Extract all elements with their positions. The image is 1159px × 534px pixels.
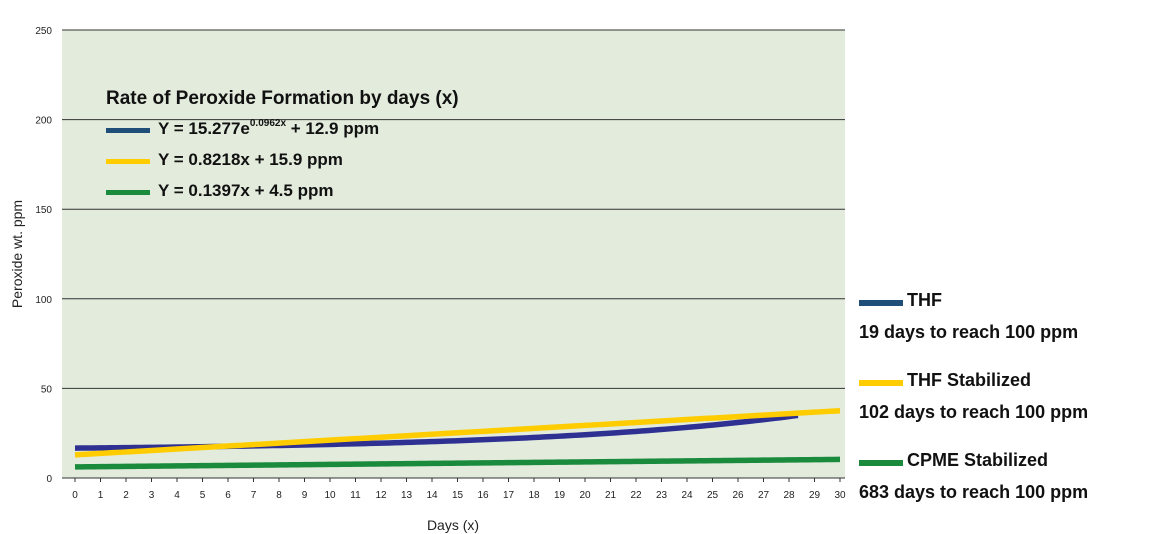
legend-series-note: 683 days to reach 100 ppm — [859, 482, 1088, 502]
x-tick-label: 20 — [579, 490, 591, 501]
x-tick-label: 1 — [98, 490, 104, 501]
x-tick-label: 4 — [174, 490, 180, 501]
inset-title: Rate of Peroxide Formation by days (x) — [106, 88, 459, 109]
y-tick-label: 100 — [35, 295, 52, 306]
y-tick-label: 150 — [35, 205, 52, 216]
x-tick-label: 11 — [350, 490, 361, 501]
x-tick-label: 0 — [72, 490, 78, 501]
series-lines — [74, 407, 841, 470]
x-tick-label: 14 — [426, 490, 438, 501]
y-tick-label: 0 — [46, 474, 52, 485]
x-tick-label: 13 — [401, 490, 413, 501]
x-tick-label: 23 — [656, 490, 668, 501]
x-tick-label: 21 — [605, 490, 617, 501]
x-tick-label: 12 — [375, 490, 387, 501]
y-tick-labels: 0 50 100 150 200 250 — [35, 26, 52, 485]
x-tick-label: 8 — [276, 490, 282, 501]
formula-swatch — [106, 128, 150, 133]
y-tick-label: 250 — [35, 26, 52, 37]
legend-series-name: CPME Stabilized — [907, 450, 1048, 470]
legend-swatch — [859, 380, 903, 386]
x-tick-label: 28 — [783, 490, 795, 501]
x-tick-label: 18 — [528, 490, 540, 501]
x-tick-label: 24 — [681, 490, 693, 501]
legend-swatch — [859, 460, 903, 466]
x-tick-labels: 0 1 2 3 4 5 6 7 8 9 10 11 12 13 14 15 16 17 18 19 20 21 22 23 24… — [72, 478, 846, 501]
x-tick-label: 3 — [149, 490, 155, 501]
formula-text: Y = 15.277e0.0962x + 12.9 ppm — [158, 118, 379, 138]
x-tick-label: 27 — [758, 490, 770, 501]
x-tick-label: 29 — [809, 490, 821, 501]
formula-text: Y = 0.8218x + 15.9 ppm — [158, 150, 343, 169]
legend: THF 19 days to reach 100 ppm THF Stabilize… — [859, 290, 1088, 502]
y-tick-label: 200 — [35, 116, 52, 127]
grid-lines — [62, 29, 845, 389]
x-tick-label: 2 — [123, 490, 129, 501]
x-tick-label: 5 — [200, 490, 206, 501]
x-tick-label: 26 — [732, 490, 744, 501]
x-tick-label: 30 — [834, 490, 846, 501]
formula-swatch — [106, 190, 150, 195]
x-tick-label: 9 — [302, 490, 308, 501]
formula-text: Y = 0.1397x + 4.5 ppm — [158, 181, 333, 200]
y-tick-label: 50 — [41, 384, 53, 395]
x-tick-label: 7 — [251, 490, 257, 501]
formula-swatch — [106, 159, 150, 164]
legend-series-name: THF Stabilized — [907, 370, 1031, 390]
legend-series-note: 102 days to reach 100 ppm — [859, 402, 1088, 422]
plot-area — [62, 30, 845, 478]
x-tick-label: 19 — [554, 490, 566, 501]
x-tick-label: 10 — [324, 490, 336, 501]
x-axis-title: Days (x) — [427, 517, 479, 533]
x-tick-label: 17 — [503, 490, 515, 501]
y-axis-title: Peroxide wt. ppm — [9, 200, 25, 308]
legend-series-note: 19 days to reach 100 ppm — [859, 322, 1078, 342]
legend-swatch — [859, 300, 903, 306]
series-line-2 — [74, 407, 841, 458]
x-tick-label: 15 — [452, 490, 464, 501]
legend-series-name: THF — [907, 290, 942, 310]
x-tick-label: 25 — [707, 490, 719, 501]
x-tick-label: 22 — [630, 490, 642, 501]
x-tick-label: 6 — [225, 490, 231, 501]
formula-inset: Rate of Peroxide Formation by days (x) Y… — [106, 88, 459, 200]
x-tick-label: 16 — [477, 490, 489, 501]
series-line-3 — [74, 456, 841, 470]
